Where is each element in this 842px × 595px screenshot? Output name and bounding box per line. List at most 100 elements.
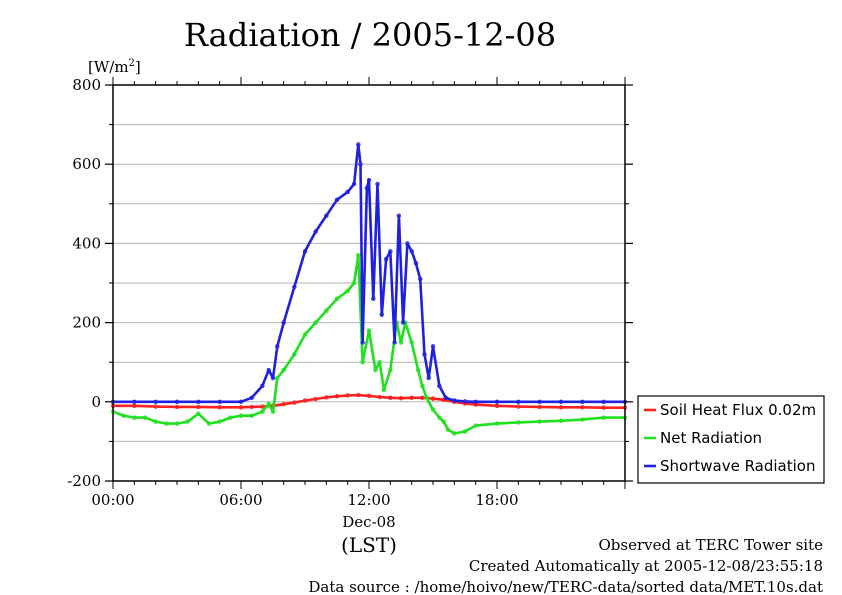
data-point <box>430 344 436 349</box>
data-point <box>185 419 190 424</box>
data-point <box>409 395 414 401</box>
legend: Soil Heat Flux 0.02m Net Radiation Shortwa… <box>637 395 825 484</box>
data-point <box>281 401 286 407</box>
y-tick-label: 800 <box>72 76 101 94</box>
data-point <box>153 399 158 404</box>
footer-observed: Observed at TERC Tower site <box>598 536 823 554</box>
data-point <box>238 399 244 404</box>
data-point <box>302 398 308 403</box>
x-date-label: Dec-08 <box>342 513 395 531</box>
data-point <box>174 404 180 410</box>
data-point <box>580 405 585 410</box>
series-line <box>113 143 625 404</box>
data-point <box>392 340 397 345</box>
data-point <box>473 423 478 428</box>
x-tick-label: 00:00 <box>91 491 134 509</box>
data-point <box>424 395 429 401</box>
data-point <box>381 387 387 393</box>
data-point <box>494 399 500 404</box>
x-axis-label: (LST) <box>341 533 397 557</box>
data-point <box>473 399 478 404</box>
data-point <box>420 383 425 389</box>
data-point <box>121 413 126 418</box>
data-point <box>334 296 340 302</box>
y-axis-unit: [W/m2] <box>88 58 141 76</box>
data-point <box>452 398 457 403</box>
data-point <box>537 404 542 410</box>
data-point <box>364 185 370 191</box>
data-point <box>516 404 521 409</box>
data-point <box>132 415 137 420</box>
x-tick-label: 06:00 <box>219 491 262 509</box>
footer-data-source: Data source : /home/hoivo/new/TERC-data/… <box>308 578 823 595</box>
data-point <box>260 409 265 414</box>
legend-label: Shortwave Radiation <box>660 457 816 475</box>
data-point <box>249 413 254 418</box>
legend-box <box>637 395 825 484</box>
data-point <box>206 421 212 426</box>
data-point <box>174 421 180 426</box>
data-point <box>415 367 421 373</box>
data-point <box>196 404 201 410</box>
data-point <box>266 367 271 373</box>
data-point <box>356 253 361 258</box>
data-point <box>426 375 431 381</box>
legend-label: Net Radiation <box>660 429 762 447</box>
data-point <box>360 360 365 365</box>
data-point <box>379 312 384 317</box>
data-point <box>398 340 404 345</box>
data-point <box>266 401 271 406</box>
data-point <box>422 352 427 357</box>
data-point <box>373 367 378 373</box>
x-tick-label: 12:00 <box>347 491 390 509</box>
data-point <box>217 419 222 424</box>
data-point <box>351 181 357 187</box>
data-point <box>516 420 521 425</box>
data-point <box>580 417 585 422</box>
data-point <box>601 415 606 420</box>
data-point <box>302 332 308 337</box>
data-point <box>360 340 365 345</box>
data-point <box>334 197 340 203</box>
data-point <box>345 189 350 195</box>
data-point <box>174 399 180 404</box>
data-point <box>196 399 201 404</box>
data-point <box>405 241 410 246</box>
data-point <box>375 181 380 187</box>
data-point <box>462 399 468 404</box>
data-point <box>409 340 414 345</box>
data-point <box>383 257 389 262</box>
data-point <box>196 411 201 416</box>
data-point <box>324 308 329 313</box>
data-point <box>516 399 521 404</box>
data-point <box>494 421 500 426</box>
data-point <box>409 249 414 254</box>
data-point <box>292 400 297 405</box>
data-point <box>238 405 244 410</box>
data-point <box>238 413 244 418</box>
y-tick-label: 600 <box>72 155 101 173</box>
data-point <box>366 328 372 333</box>
series-line <box>113 393 625 410</box>
data-point <box>313 396 318 402</box>
legend-label: Soil Heat Flux 0.02m <box>660 401 816 419</box>
data-point <box>324 395 329 400</box>
data-point <box>345 288 350 294</box>
data-point <box>249 395 254 401</box>
data-point <box>377 360 382 365</box>
data-point <box>313 229 318 234</box>
data-point <box>445 427 451 432</box>
data-point <box>462 429 468 434</box>
x-tick-label: 18:00 <box>475 491 518 509</box>
y-tick-label: 200 <box>72 314 101 332</box>
data-point <box>580 399 585 404</box>
y-tick-label: -200 <box>67 472 101 490</box>
data-point <box>558 399 564 404</box>
axis-ticks: -200 0 200 400 600 800 00:00 06:00 12:00 18:00 <box>67 76 633 509</box>
series-layer <box>110 142 628 436</box>
data-point <box>249 404 254 410</box>
data-point <box>537 399 542 404</box>
data-point <box>558 405 564 410</box>
data-point <box>366 393 372 399</box>
data-point <box>358 161 363 167</box>
